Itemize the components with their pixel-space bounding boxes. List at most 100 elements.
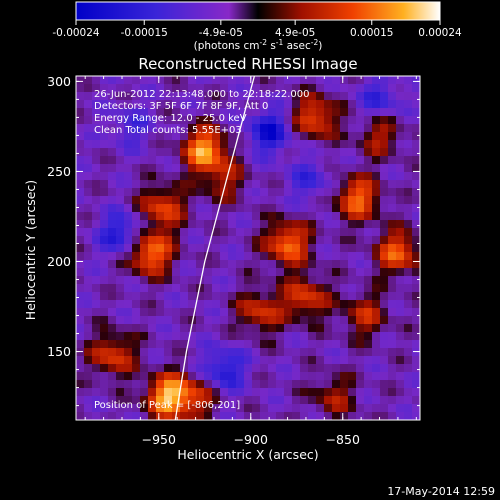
heatmap-cell [284, 156, 293, 165]
heatmap-cell [268, 324, 277, 333]
heatmap-cell [140, 324, 149, 333]
heatmap-cell [172, 204, 181, 213]
heatmap-cell [180, 180, 189, 189]
heatmap-cell [268, 212, 277, 221]
heatmap-cell [284, 340, 293, 349]
heatmap-cell [172, 76, 181, 85]
heatmap-cell [228, 300, 237, 309]
heatmap-cell [372, 348, 381, 357]
heatmap-cell [116, 348, 125, 357]
heatmap-cell [76, 404, 85, 413]
heatmap-cell [140, 316, 149, 325]
heatmap-cell [396, 364, 405, 373]
heatmap-cell [140, 380, 149, 389]
heatmap-cell [244, 380, 253, 389]
heatmap-cell [76, 268, 85, 277]
heatmap-cell [268, 260, 277, 269]
heatmap-cell [172, 196, 181, 205]
heatmap-cell [412, 372, 420, 381]
heatmap-cell [76, 228, 85, 237]
heatmap-cell [100, 132, 109, 141]
heatmap-cell [348, 404, 357, 413]
heatmap-cell [284, 204, 293, 213]
heatmap-cell [396, 156, 405, 165]
heatmap-cell [92, 292, 101, 301]
heatmap-cell [356, 388, 365, 397]
heatmap-cell [292, 196, 301, 205]
heatmap-cell [76, 196, 85, 205]
heatmap-cell [236, 140, 245, 149]
heatmap-cell [284, 388, 293, 397]
heatmap-cell [84, 236, 93, 245]
heatmap-cell [284, 124, 293, 133]
heatmap-cell [212, 220, 221, 229]
chart-title: Reconstructed RHESSI Image [138, 55, 357, 73]
heatmap-cell [132, 132, 141, 141]
heatmap-cell [308, 388, 317, 397]
heatmap-cell [268, 188, 277, 197]
heatmap-cell [124, 404, 133, 413]
heatmap-cell [140, 356, 149, 365]
heatmap-cell [124, 332, 133, 341]
heatmap-cell [92, 268, 101, 277]
heatmap-cell [140, 308, 149, 317]
heatmap-cell [124, 76, 133, 85]
heatmap-cell [196, 332, 205, 341]
heatmap-cell [364, 316, 373, 325]
heatmap-cell [172, 100, 181, 109]
heatmap-cell [308, 308, 317, 317]
heatmap-cell [188, 140, 197, 149]
heatmap-cell [92, 196, 101, 205]
heatmap-cell [356, 380, 365, 389]
heatmap-cell [212, 172, 221, 181]
y-tick-label: 150 [47, 344, 71, 359]
heatmap-cell [356, 404, 365, 413]
heatmap-cell [164, 300, 173, 309]
heatmap-cell [372, 316, 381, 325]
heatmap-cell [164, 220, 173, 229]
heatmap-cell [124, 268, 133, 277]
heatmap-cell [372, 332, 381, 341]
heatmap-cell [308, 364, 317, 373]
heatmap-cell [292, 100, 301, 109]
colorbar-tick-label: -0.00015 [121, 27, 168, 39]
heatmap-cell [116, 372, 125, 381]
heatmap-cell [252, 100, 261, 109]
heatmap-cell [156, 396, 165, 405]
heatmap-cell [284, 140, 293, 149]
heatmap-cell [220, 292, 229, 301]
heatmap-cell [284, 188, 293, 197]
heatmap-cell [156, 268, 165, 277]
heatmap-cell [116, 244, 125, 253]
heatmap-cell [108, 396, 117, 405]
heatmap-cell [196, 244, 205, 253]
heatmap-cell [164, 404, 173, 413]
heatmap-cell [196, 116, 205, 125]
heatmap-cell [84, 212, 93, 221]
heatmap-cell [396, 228, 405, 237]
colorbar: -0.00024 -0.00015 -4.9e-05 4.9e-05 0.00015 0.… [52, 1, 462, 52]
heatmap-cell [164, 100, 173, 109]
heatmap-cell [316, 140, 325, 149]
heatmap-cell [364, 388, 373, 397]
heatmap-cell [404, 364, 413, 373]
heatmap-cell [156, 380, 165, 389]
heatmap-cell [140, 268, 149, 277]
heatmap-cell [252, 316, 261, 325]
heatmap-cell [228, 268, 237, 277]
heatmap-cell [196, 204, 205, 213]
heatmap-cell [252, 220, 261, 229]
heatmap-cell [388, 236, 397, 245]
heatmap-cell [324, 84, 333, 93]
heatmap-cell [124, 260, 133, 269]
heatmap-cell [356, 212, 365, 221]
heatmap-cell [244, 356, 253, 365]
heatmap-cell [116, 396, 125, 405]
heatmap-cell [396, 116, 405, 125]
heatmap-cell [268, 172, 277, 181]
heatmap-cell [316, 316, 325, 325]
colorbar-tick-label: -4.9e-05 [199, 27, 243, 39]
heatmap-cell [348, 92, 357, 101]
heatmap-cell [148, 180, 157, 189]
heatmap-cell [380, 212, 389, 221]
